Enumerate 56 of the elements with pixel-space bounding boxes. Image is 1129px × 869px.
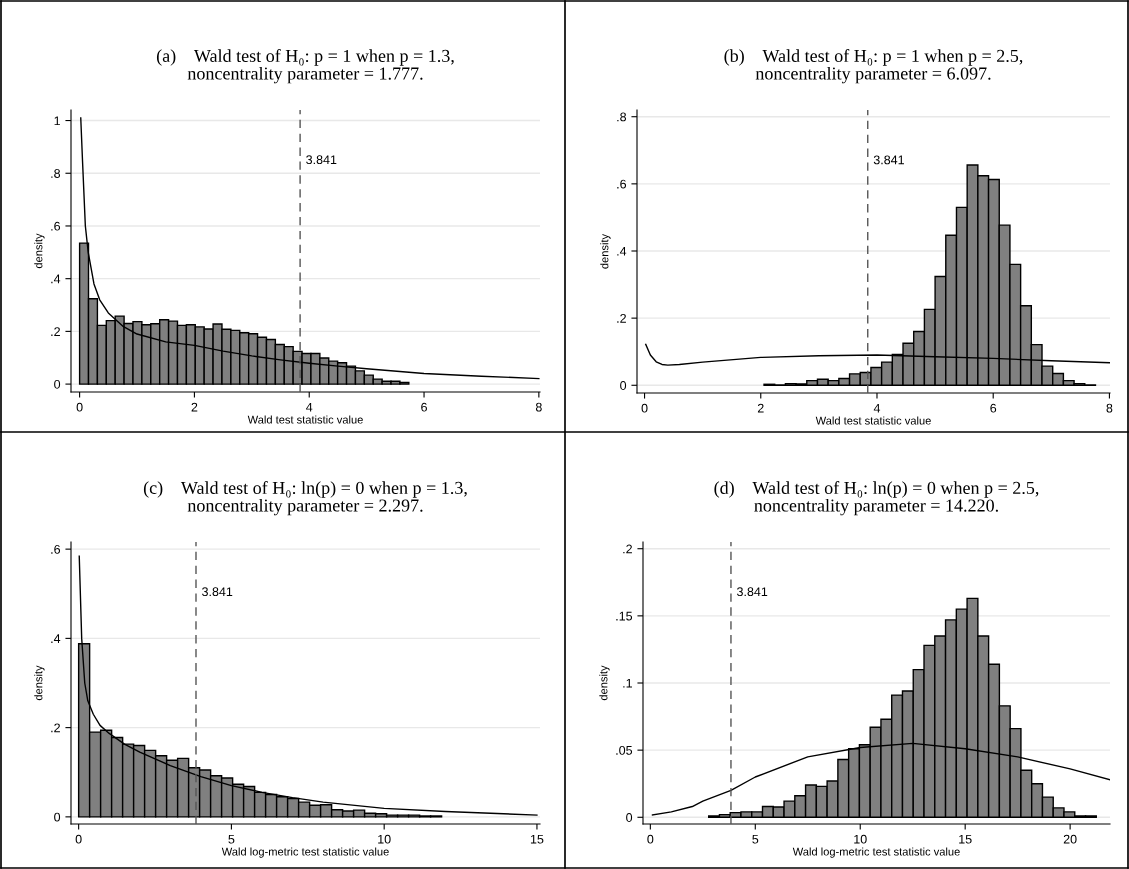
x-axis-title: Wald test statistic value bbox=[247, 415, 363, 424]
x-tick-label: 5 bbox=[752, 834, 759, 844]
x-tick-label: 0 bbox=[76, 402, 83, 412]
x-tick-label: 8 bbox=[535, 402, 542, 412]
x-tick-label: 10 bbox=[378, 834, 391, 844]
y-tick-label: .4 bbox=[617, 246, 627, 256]
y-tick-label: 0 bbox=[620, 381, 627, 390]
x-tick-label: 5 bbox=[228, 834, 235, 844]
ref-line-label: 3.841 bbox=[306, 155, 337, 165]
ref-line-label: 3.841 bbox=[737, 587, 768, 597]
y-axis-title: density bbox=[600, 233, 611, 269]
y-tick-label: 0 bbox=[54, 812, 61, 822]
y-tick-label: .6 bbox=[51, 221, 61, 231]
y-tick-label: .1 bbox=[623, 678, 632, 688]
y-tick-label: 1 bbox=[54, 116, 60, 126]
y-tick-label: 0 bbox=[626, 813, 633, 822]
chart-title: (a) Wald test of H₀: p = 1 when p = 1.3, noncentrality parameter = 1.777. bbox=[156, 49, 454, 84]
x-tick-label: 0 bbox=[641, 403, 648, 413]
x-tick-label: 2 bbox=[757, 403, 764, 413]
y-axis-title: density bbox=[34, 665, 45, 701]
ref-line-label: 3.841 bbox=[873, 155, 904, 165]
x-tick-label: 0 bbox=[75, 834, 82, 844]
x-tick-label: 8 bbox=[1106, 403, 1113, 413]
y-tick-label: .2 bbox=[51, 327, 60, 336]
y-tick-label: .4 bbox=[51, 634, 61, 643]
y-tick-label: .2 bbox=[51, 723, 60, 733]
x-tick-label: 15 bbox=[959, 834, 972, 844]
chart-title: (b) Wald test of H₀: p = 1 when p = 2.5, noncentrality parameter = 6.097. bbox=[724, 49, 1023, 84]
x-axis-title: Wald test statistic value bbox=[815, 416, 931, 425]
x-tick-label: 0 bbox=[647, 834, 654, 844]
y-tick-label: .6 bbox=[51, 544, 61, 554]
y-tick-label: .8 bbox=[51, 169, 61, 178]
y-axis-title: density bbox=[599, 665, 610, 701]
y-tick-label: .05 bbox=[616, 745, 633, 755]
x-tick-label: 4 bbox=[873, 403, 881, 413]
chart-title: (c) Wald test of H₀: ln(p) = 0 when p = 1.3, noncentrality parameter = 2.297. bbox=[143, 481, 467, 516]
x-tick-label: 15 bbox=[530, 834, 544, 844]
x-tick-label: 4 bbox=[306, 402, 313, 412]
y-tick-label: .8 bbox=[617, 112, 627, 122]
chart-title: (d) Wald test of H₀: ln(p) = 0 when p = 2.5, noncentrality parameter = 14.220. bbox=[714, 481, 1039, 516]
x-axis-title: Wald log-metric test statistic value bbox=[792, 847, 960, 858]
x-axis-title: Wald log-metric test statistic value bbox=[221, 847, 389, 858]
x-tick-label: 6 bbox=[990, 403, 997, 413]
ref-line-label: 3.841 bbox=[202, 587, 233, 597]
x-tick-label: 6 bbox=[421, 402, 427, 412]
y-tick-label: .2 bbox=[623, 544, 632, 554]
y-tick-label: .15 bbox=[616, 611, 633, 621]
y-tick-label: .6 bbox=[617, 179, 627, 189]
x-tick-label: 2 bbox=[191, 402, 198, 412]
x-tick-label: 10 bbox=[854, 834, 867, 844]
x-tick-label: 20 bbox=[1063, 834, 1077, 844]
line-series bbox=[78, 555, 538, 816]
y-tick-label: .4 bbox=[51, 274, 61, 284]
y-tick-label: .2 bbox=[617, 313, 626, 323]
y-axis-title: density bbox=[34, 233, 45, 269]
y-tick-label: 0 bbox=[54, 379, 61, 389]
